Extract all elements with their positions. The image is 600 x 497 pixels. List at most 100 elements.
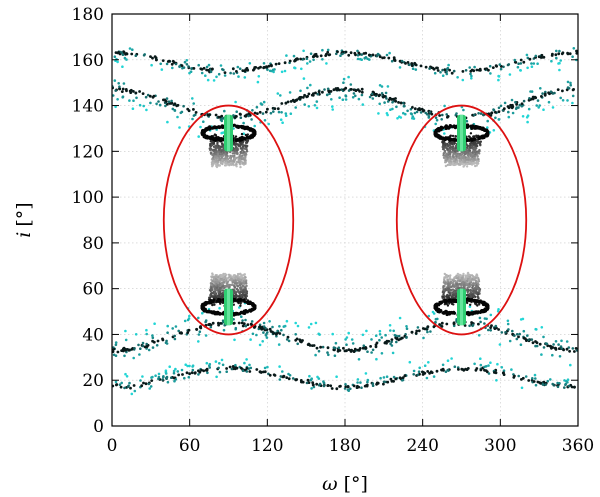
scatter-point bbox=[197, 63, 200, 67]
scatter-point bbox=[439, 71, 442, 74]
scatter-point bbox=[188, 364, 191, 368]
scatter-point bbox=[440, 136, 444, 140]
scatter-point bbox=[381, 95, 385, 99]
scatter-point bbox=[497, 328, 500, 331]
scatter-point bbox=[477, 112, 480, 115]
scatter-point bbox=[357, 97, 361, 101]
plot-background bbox=[112, 14, 578, 426]
scatter-point bbox=[138, 103, 142, 107]
scatter-point bbox=[494, 110, 497, 114]
scatter-point bbox=[326, 346, 330, 350]
scatter-point bbox=[166, 120, 169, 124]
scatter-point bbox=[428, 111, 432, 114]
scatter-point bbox=[561, 89, 564, 93]
scatter-point bbox=[139, 347, 142, 351]
scatter-point bbox=[381, 56, 384, 60]
scatter-point bbox=[477, 283, 480, 286]
scatter-point bbox=[311, 344, 314, 347]
scatter-point bbox=[214, 162, 217, 166]
scatter-point bbox=[415, 329, 419, 333]
scatter-point bbox=[486, 126, 489, 129]
scatter-point bbox=[218, 274, 221, 277]
scatter-point bbox=[300, 67, 303, 71]
scatter-point bbox=[256, 80, 260, 84]
scatter-point bbox=[406, 109, 409, 113]
scatter-point bbox=[434, 116, 438, 120]
scatter-point bbox=[225, 280, 228, 283]
scatter-point bbox=[384, 333, 387, 337]
scatter-point bbox=[162, 375, 165, 379]
scatter-point bbox=[238, 112, 242, 116]
scatter-point bbox=[338, 88, 341, 92]
scatter-point bbox=[203, 134, 207, 138]
scatter-point bbox=[527, 379, 531, 382]
scatter-point bbox=[475, 274, 479, 277]
scatter-point bbox=[344, 338, 347, 341]
scatter-point bbox=[520, 378, 523, 381]
scatter-point bbox=[484, 134, 488, 138]
scatter-point bbox=[235, 275, 238, 279]
scatter-point bbox=[519, 343, 523, 347]
scatter-point bbox=[206, 113, 210, 117]
axis-ticks: 0 60 120 180 240 300 3600204060801001201401601… bbox=[72, 5, 595, 456]
scatter-point bbox=[440, 126, 444, 130]
scatter-point bbox=[473, 287, 476, 291]
scatter-point bbox=[158, 103, 162, 107]
scatter-point bbox=[228, 156, 232, 160]
scatter-point bbox=[258, 343, 262, 347]
scatter-point bbox=[371, 384, 375, 388]
scatter-point bbox=[116, 350, 120, 354]
scatter-point bbox=[473, 362, 476, 366]
scatter-point bbox=[233, 282, 237, 285]
scatter-point bbox=[349, 349, 353, 352]
scatter-point bbox=[453, 150, 457, 153]
scatter-point bbox=[371, 97, 375, 100]
scatter-point bbox=[247, 301, 251, 305]
scatter-point bbox=[119, 385, 123, 389]
scatter-point bbox=[307, 105, 311, 108]
scatter-point bbox=[171, 327, 174, 330]
scatter-point bbox=[277, 110, 281, 114]
scatter-point bbox=[462, 283, 466, 286]
scatter-point bbox=[232, 303, 235, 306]
scatter-point bbox=[538, 342, 542, 346]
scatter-point bbox=[218, 370, 222, 374]
scatter-point bbox=[311, 55, 315, 59]
scatter-point bbox=[245, 292, 248, 295]
scatter-point bbox=[445, 152, 448, 155]
scatter-point bbox=[319, 345, 322, 349]
scatter-point bbox=[192, 108, 195, 111]
scatter-point bbox=[344, 383, 347, 386]
scatter-point bbox=[336, 50, 339, 54]
scatter-point bbox=[220, 152, 224, 156]
scatter-point bbox=[204, 320, 207, 324]
scatter-point bbox=[177, 329, 180, 333]
scatter-point bbox=[205, 136, 210, 140]
scatter-point bbox=[486, 119, 490, 123]
scatter-point bbox=[350, 88, 353, 91]
scatter-point bbox=[204, 74, 207, 77]
scatter-point bbox=[392, 375, 396, 379]
scatter-point bbox=[452, 158, 455, 162]
scatter-point bbox=[237, 321, 241, 325]
scatter-point bbox=[552, 383, 556, 387]
scatter-point bbox=[445, 70, 448, 73]
scatter-point bbox=[452, 151, 455, 155]
scatter-point bbox=[233, 149, 236, 152]
scatter-point bbox=[392, 379, 395, 383]
scatter-point bbox=[352, 92, 356, 95]
scatter-point bbox=[225, 156, 228, 159]
scatter-point bbox=[120, 381, 123, 385]
scatter-point bbox=[468, 149, 472, 152]
scatter-point bbox=[401, 376, 405, 379]
scatter-point bbox=[307, 326, 311, 329]
scatter-point bbox=[264, 110, 268, 114]
scatter-point bbox=[351, 96, 355, 99]
scatter-point bbox=[241, 319, 244, 322]
scatter-point bbox=[476, 280, 479, 284]
scatter-point bbox=[326, 384, 330, 387]
scatter-point bbox=[469, 312, 474, 316]
scatter-point bbox=[283, 61, 287, 65]
scatter-point bbox=[172, 371, 176, 375]
scatter-point bbox=[160, 68, 164, 71]
